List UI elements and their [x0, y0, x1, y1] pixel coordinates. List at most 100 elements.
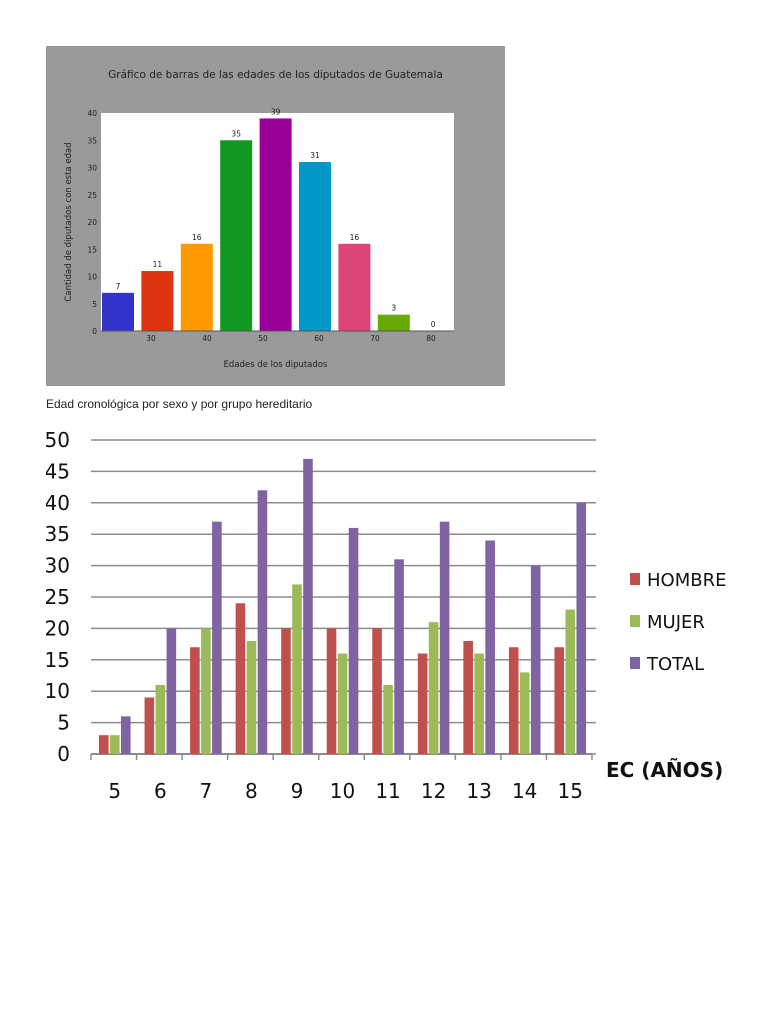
bar-total	[166, 628, 177, 754]
bar-total	[257, 490, 268, 754]
y-tick-label: 45	[46, 459, 70, 483]
x-tick-label: 6	[154, 779, 167, 803]
legend-swatch	[630, 573, 640, 585]
x-tick-label: 8	[245, 779, 258, 803]
data-label: 3	[391, 304, 396, 313]
legend-swatch	[630, 615, 640, 627]
bar-mujer	[201, 628, 211, 754]
y-tick-label: 30	[46, 554, 70, 578]
x-tick-label: 60	[314, 334, 324, 343]
x-tick-label: 30	[146, 334, 156, 343]
x-tick-label: 10	[330, 779, 355, 803]
bar	[180, 243, 213, 331]
data-label: 16	[192, 233, 202, 242]
x-tick-label: 70	[370, 334, 380, 343]
bar-total	[212, 521, 222, 754]
y-tick-label: 0	[57, 742, 70, 766]
bar-mujer	[155, 684, 166, 754]
bar-total	[121, 716, 131, 754]
y-tick-label: 0	[92, 327, 97, 336]
bar-hombre	[281, 628, 291, 754]
bar-mujer	[383, 684, 393, 754]
y-tick-label: 10	[46, 679, 70, 703]
data-label: 39	[271, 107, 281, 116]
bar-hombre	[417, 653, 428, 754]
x-tick-label: 11	[375, 779, 400, 803]
y-tick-label: 15	[46, 648, 70, 672]
bar-hombre	[508, 647, 519, 754]
bar-mujer	[519, 672, 530, 754]
x-tick-label: 7	[199, 779, 212, 803]
x-tick-label: 5	[108, 779, 121, 803]
bar	[220, 140, 253, 331]
age-bar-chart: Gráfico de barras de las edades de los d…	[46, 46, 505, 386]
x-tick-label: 40	[202, 334, 212, 343]
bar-mujer	[337, 653, 348, 754]
bar	[299, 162, 331, 331]
bar-total	[439, 521, 450, 754]
bar-mujer	[565, 609, 576, 754]
bar-hombre	[463, 640, 473, 754]
bar-hombre	[372, 628, 382, 754]
x-axis-title: EC (AÑOS)	[606, 758, 723, 782]
bar-total	[485, 540, 495, 754]
bar-total	[303, 458, 313, 754]
chart-title: Gráfico de barras de las edades de los d…	[108, 69, 443, 81]
bar	[102, 292, 134, 331]
y-tick-label: 10	[87, 273, 97, 282]
x-tick-label: 15	[558, 779, 583, 803]
bar-total	[530, 565, 541, 754]
x-tick-label: 50	[258, 334, 268, 343]
y-tick-label: 5	[92, 300, 97, 309]
data-label: 35	[231, 129, 241, 138]
y-tick-label: 30	[87, 164, 97, 173]
x-tick-label: 12	[421, 779, 446, 803]
y-tick-label: 25	[87, 191, 97, 200]
gender-bar-chart: 0 5 10 15 20 25 30 35 40 45 50 5 6 7 8 9 10 11 12 13 14 15 EC …	[46, 428, 726, 803]
bar	[377, 314, 410, 331]
data-label: 31	[310, 151, 320, 160]
y-tick-label: 20	[46, 616, 70, 640]
bar-hombre	[144, 697, 155, 754]
y-tick-label: 25	[46, 585, 70, 609]
bar-hombre	[554, 647, 565, 754]
x-tick-label: 80	[426, 334, 436, 343]
x-tick-label: 14	[512, 779, 537, 803]
legend-label: MUJER	[647, 612, 705, 633]
legend-label: TOTAL	[646, 654, 704, 675]
x-axis-title: Edades de los diputados	[224, 360, 328, 370]
y-tick-label: 5	[57, 711, 70, 735]
bar-total	[394, 559, 404, 754]
bar-mujer	[110, 735, 120, 754]
data-label: 7	[116, 282, 121, 291]
bar	[259, 118, 292, 331]
y-tick-label: 40	[46, 491, 70, 515]
bar-total	[348, 527, 359, 754]
data-label: 11	[153, 260, 163, 269]
y-axis-title: Cantidad de diputados con esta edad	[64, 142, 74, 301]
y-tick-label: 15	[87, 245, 97, 254]
bar-mujer	[292, 584, 302, 754]
x-tick-label: 13	[466, 779, 491, 803]
bar	[338, 243, 371, 331]
bar-hombre	[190, 647, 200, 754]
bar	[141, 271, 174, 331]
bar-hombre	[235, 603, 246, 754]
data-label: 0	[431, 320, 436, 329]
bar-mujer	[474, 653, 484, 754]
x-tick-label: 9	[291, 779, 304, 803]
y-tick-label: 35	[87, 136, 97, 145]
y-tick-label: 35	[46, 522, 70, 546]
legend-label: HOMBRE	[647, 570, 726, 591]
bar-hombre	[99, 735, 109, 754]
chart-caption: Edad cronológica por sexo y por grupo he…	[46, 397, 313, 411]
data-label: 16	[350, 233, 360, 242]
bar-total	[576, 502, 587, 754]
bar-mujer	[246, 640, 257, 754]
bar-mujer	[428, 622, 439, 754]
y-tick-label: 20	[87, 218, 97, 227]
legend-swatch	[630, 657, 640, 669]
y-tick-label: 50	[46, 428, 70, 452]
y-tick-label: 40	[87, 109, 97, 118]
bar-hombre	[326, 628, 337, 754]
